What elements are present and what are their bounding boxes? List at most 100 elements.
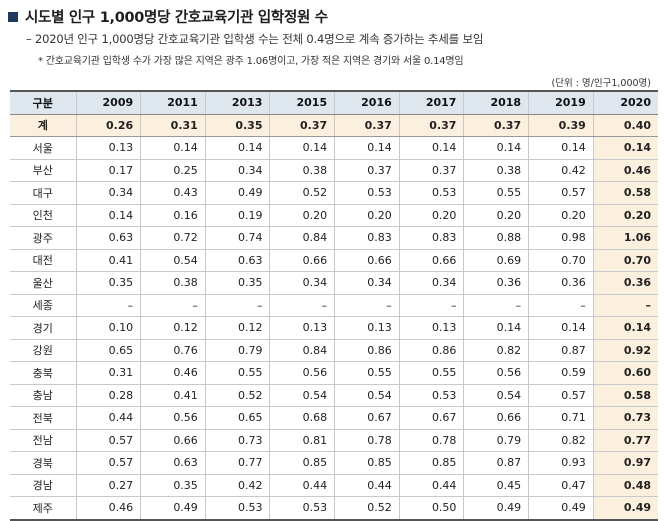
table-row: 경기 0.10 0.12 0.12 0.13 0.13 0.13 0.14 0.14 0.14 [10, 316, 658, 340]
value-cell: 0.66 [140, 429, 206, 452]
value-cell: 0.39 [528, 114, 594, 137]
value-cell: 0.37 [334, 159, 400, 182]
value-cell: 0.14 [528, 136, 594, 160]
value-cell: 0.36 [528, 271, 594, 295]
value-cell: 0.88 [463, 226, 529, 250]
region-cell: 전북 [10, 406, 76, 430]
table-row: 서울 0.13 0.14 0.14 0.14 0.14 0.14 0.14 0.14 0.14 [10, 136, 658, 160]
value-cell: 0.19 [204, 204, 270, 227]
value-cell: 0.73 [204, 429, 270, 452]
value-cell: 0.14 [528, 316, 594, 340]
footnote: * 간호교육기관 입학생 수가 가장 많은 지역은 광주 1.06명이고, 가장… [38, 56, 464, 67]
value-cell: 0.45 [463, 474, 529, 497]
value-cell: 0.60 [592, 361, 658, 385]
value-cell: 0.52 [334, 496, 400, 521]
value-cell: 0.43 [140, 181, 206, 205]
value-cell: 0.57 [528, 384, 594, 407]
value-cell: – [140, 294, 206, 317]
value-cell: 0.14 [269, 136, 335, 160]
value-cell: 0.86 [334, 339, 400, 362]
value-cell: 0.70 [592, 249, 658, 272]
value-cell: 0.35 [204, 114, 270, 137]
column-header-year: 2018 [463, 90, 529, 115]
table-body: 계 0.26 0.31 0.35 0.37 0.37 0.37 0.37 0.39 0.40 서울 0… [10, 114, 658, 521]
total-row: 계 0.26 0.31 0.35 0.37 0.37 0.37 0.37 0.39 0.40 [10, 114, 658, 137]
value-cell: 0.56 [463, 361, 529, 385]
value-cell: 0.42 [204, 474, 270, 497]
value-cell: 0.56 [140, 406, 206, 430]
value-cell: 0.54 [463, 384, 529, 407]
value-cell: 0.55 [204, 361, 270, 385]
table-row: 부산 0.17 0.25 0.34 0.38 0.37 0.37 0.38 0.42 0.46 [10, 159, 658, 182]
value-cell: 0.79 [463, 429, 529, 452]
value-cell: 0.84 [269, 339, 335, 362]
value-cell: 0.14 [463, 136, 529, 160]
value-cell: 0.54 [269, 384, 335, 407]
value-cell: 0.34 [398, 271, 464, 295]
value-cell: 0.49 [204, 181, 270, 205]
value-cell: 0.57 [528, 181, 594, 205]
column-header-year: 2017 [398, 90, 464, 115]
value-cell: 0.63 [204, 249, 270, 272]
region-cell: 세종 [10, 294, 76, 317]
region-cell: 광주 [10, 226, 76, 250]
value-cell: 0.14 [592, 316, 658, 340]
value-cell: – [528, 294, 594, 317]
table-row: 충북 0.31 0.46 0.55 0.56 0.55 0.55 0.56 0.59 0.60 [10, 361, 658, 385]
value-cell: 0.46 [140, 361, 206, 385]
value-cell: 0.58 [592, 384, 658, 407]
value-cell: 0.35 [140, 474, 206, 497]
region-cell: 대구 [10, 181, 76, 205]
value-cell: – [592, 294, 658, 317]
value-cell: 0.85 [334, 451, 400, 475]
value-cell: 0.57 [75, 451, 141, 475]
value-cell: 0.37 [334, 114, 400, 137]
region-cell: 울산 [10, 271, 76, 295]
column-header-year: 2011 [140, 90, 206, 115]
value-cell: 0.77 [204, 451, 270, 475]
value-cell: 0.57 [75, 429, 141, 452]
value-cell: 0.25 [140, 159, 206, 182]
value-cell: 0.38 [140, 271, 206, 295]
value-cell: 0.44 [269, 474, 335, 497]
value-cell: 0.54 [140, 249, 206, 272]
unit-label: (단위 : 명/인구1,000명) [551, 78, 652, 89]
value-cell: 0.41 [75, 249, 141, 272]
value-cell: 0.31 [140, 114, 206, 137]
table-row: 전북 0.44 0.56 0.65 0.68 0.67 0.67 0.66 0.71 0.73 [10, 406, 658, 430]
region-cell: 경북 [10, 451, 76, 475]
value-cell: 0.65 [204, 406, 270, 430]
value-cell: 0.34 [269, 271, 335, 295]
value-cell: 0.10 [75, 316, 141, 340]
value-cell: 0.12 [140, 316, 206, 340]
value-cell: 0.14 [592, 136, 658, 160]
value-cell: 0.65 [75, 339, 141, 362]
column-header-year: 2013 [204, 90, 270, 115]
value-cell: 0.46 [592, 159, 658, 182]
value-cell: 0.12 [204, 316, 270, 340]
value-cell: 0.20 [592, 204, 658, 227]
value-cell: 0.20 [463, 204, 529, 227]
value-cell: – [463, 294, 529, 317]
column-header-year: 2019 [528, 90, 594, 115]
value-cell: 0.27 [75, 474, 141, 497]
value-cell: 0.50 [398, 496, 464, 521]
value-cell: 0.14 [204, 136, 270, 160]
value-cell: 0.84 [269, 226, 335, 250]
value-cell: 0.13 [75, 136, 141, 160]
value-cell: 0.14 [75, 204, 141, 227]
value-cell: 0.20 [528, 204, 594, 227]
table-row: 대전 0.41 0.54 0.63 0.66 0.66 0.66 0.69 0.70 0.70 [10, 249, 658, 272]
data-table: 구분 2009 2011 2013 2015 2016 2017 2018 2019 2020 계… [10, 90, 658, 521]
table-row: 울산 0.35 0.38 0.35 0.34 0.34 0.34 0.36 0.36 0.36 [10, 271, 658, 295]
region-cell: 인천 [10, 204, 76, 227]
value-cell: 0.83 [334, 226, 400, 250]
value-cell: 0.14 [463, 316, 529, 340]
value-cell: – [204, 294, 270, 317]
value-cell: 0.37 [398, 159, 464, 182]
table-row: 강원 0.65 0.76 0.79 0.84 0.86 0.86 0.82 0.87 0.92 [10, 339, 658, 362]
value-cell: 0.85 [269, 451, 335, 475]
header-row: 구분 2009 2011 2013 2015 2016 2017 2018 2019 2020 [10, 90, 658, 115]
value-cell: 0.92 [592, 339, 658, 362]
value-cell: 0.40 [592, 114, 658, 137]
